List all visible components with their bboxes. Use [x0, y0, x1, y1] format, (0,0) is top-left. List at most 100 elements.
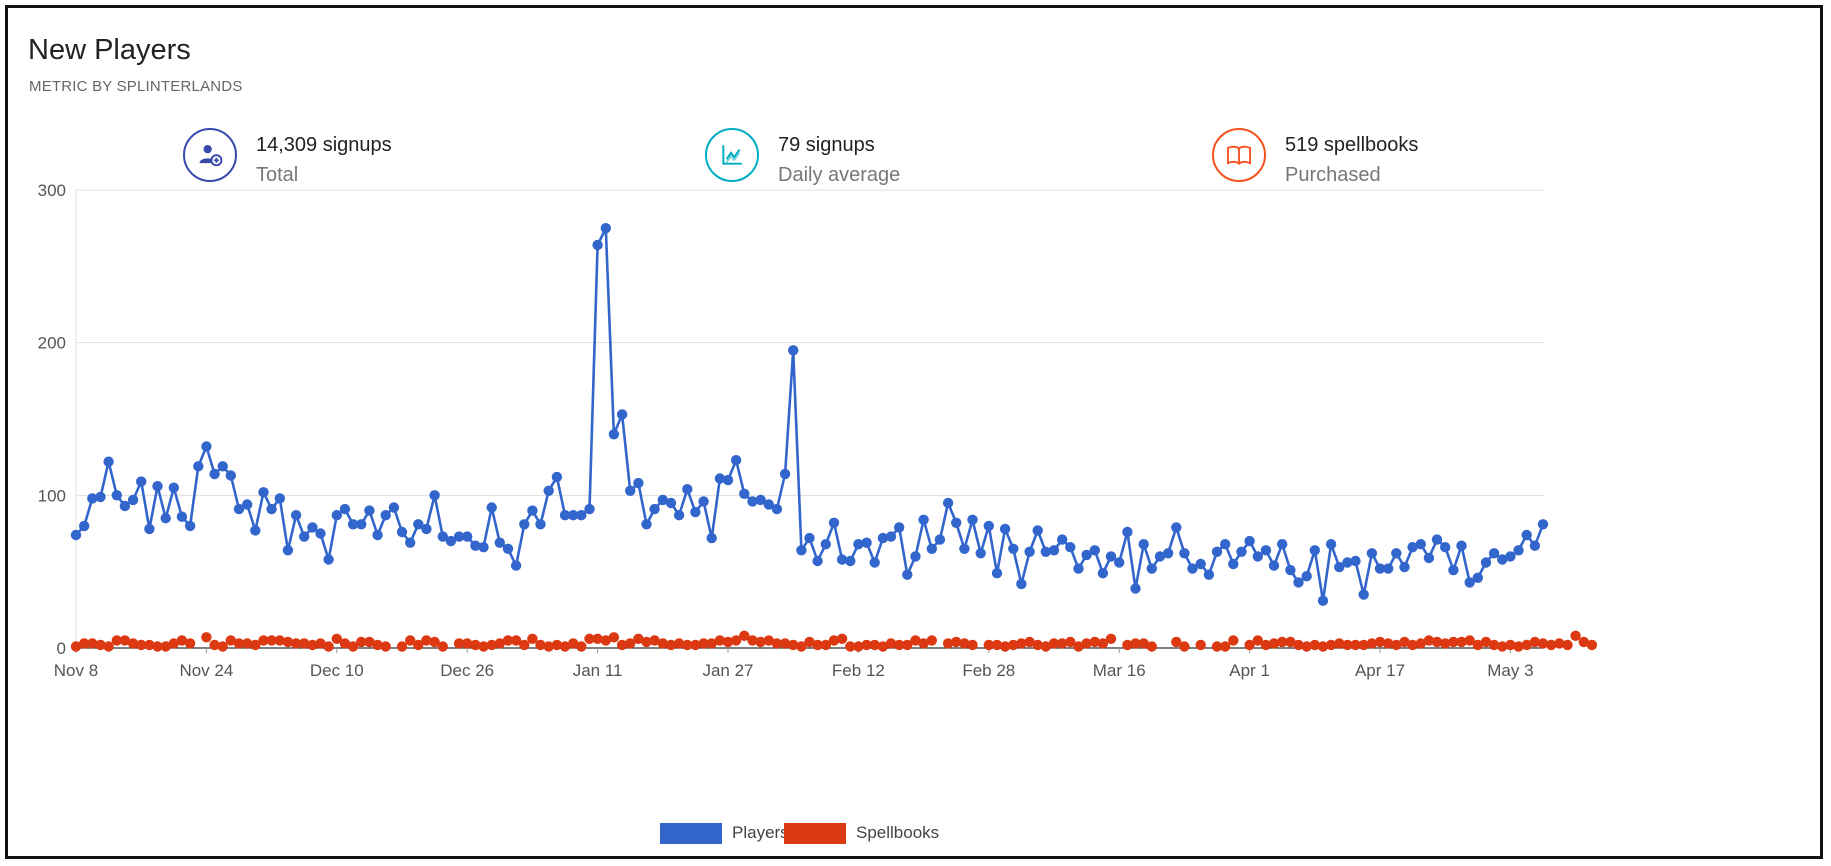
- data-point-spellbooks: [1065, 636, 1076, 648]
- data-point-spellbooks: [209, 639, 220, 651]
- data-point-spellbooks: [396, 641, 408, 652]
- data-point-spellbooks: [1195, 639, 1206, 651]
- data-point-players: [193, 461, 204, 472]
- data-point-players: [1130, 583, 1141, 594]
- data-point-players: [1146, 563, 1158, 574]
- data-point-spellbooks: [1105, 633, 1117, 644]
- data-point-players: [136, 476, 147, 487]
- x-tick-label: Apr 1: [1229, 661, 1270, 680]
- data-point-players: [1513, 545, 1524, 556]
- x-tick-label: Feb 28: [962, 661, 1015, 680]
- data-point-spellbooks: [1179, 641, 1190, 652]
- data-point-spellbooks: [339, 638, 351, 649]
- data-point-spellbooks: [405, 635, 416, 646]
- data-point-players: [665, 497, 677, 509]
- y-tick-label: 0: [57, 639, 66, 658]
- data-point-spellbooks: [739, 630, 750, 641]
- data-point-players: [991, 568, 1003, 579]
- data-point-spellbooks: [453, 638, 465, 649]
- data-point-players: [519, 519, 530, 530]
- data-point-spellbooks: [217, 641, 228, 652]
- data-point-spellbooks: [1260, 639, 1272, 651]
- data-point-players: [836, 554, 848, 565]
- data-point-spellbooks: [1032, 639, 1043, 651]
- data-point-players: [1236, 546, 1247, 557]
- data-point-spellbooks: [861, 639, 872, 651]
- data-point-players: [918, 514, 929, 525]
- data-point-spellbooks: [70, 641, 82, 652]
- page-subtitle: METRIC BY SPLINTERLANDS: [29, 78, 243, 95]
- data-point-spellbooks: [1122, 639, 1133, 651]
- data-point-players: [274, 493, 285, 504]
- data-point-spellbooks: [1285, 636, 1296, 648]
- data-point-players: [739, 488, 750, 499]
- data-point-players: [111, 490, 123, 501]
- data-point-spellbooks: [1472, 639, 1484, 651]
- data-point-players: [1211, 546, 1223, 557]
- data-point-spellbooks: [1497, 641, 1508, 652]
- data-point-spellbooks: [576, 641, 587, 652]
- data-point-spellbooks: [1277, 636, 1288, 648]
- data-point-spellbooks: [1448, 636, 1459, 648]
- data-point-spellbooks: [527, 633, 538, 644]
- data-point-spellbooks: [665, 639, 677, 651]
- data-point-players: [673, 510, 685, 521]
- data-point-spellbooks: [478, 641, 489, 652]
- metric-value: 79 signups: [778, 134, 875, 156]
- x-tick-label: Jan 27: [702, 661, 753, 680]
- data-point-players: [160, 513, 171, 524]
- data-point-spellbooks: [894, 639, 905, 651]
- data-point-spellbooks: [87, 638, 98, 649]
- data-point-players: [1032, 525, 1043, 536]
- data-point-spellbooks: [1325, 639, 1337, 651]
- data-point-players: [1317, 595, 1329, 606]
- data-point-spellbooks: [714, 635, 726, 646]
- data-point-players: [462, 531, 473, 542]
- data-point-spellbooks: [1431, 636, 1443, 648]
- metric-value: 519 spellbooks: [1285, 134, 1419, 156]
- data-point-players: [1252, 551, 1264, 562]
- data-point-players: [1366, 548, 1378, 559]
- data-point-players: [755, 494, 766, 506]
- data-point-players: [1407, 542, 1418, 553]
- data-point-spellbooks: [1529, 636, 1541, 648]
- data-point-spellbooks: [494, 638, 505, 649]
- data-point-spellbooks: [119, 635, 131, 646]
- data-point-players: [470, 540, 481, 551]
- data-point-spellbooks: [690, 639, 701, 651]
- data-point-spellbooks: [274, 635, 285, 646]
- data-point-players: [233, 503, 245, 515]
- data-point-players: [323, 554, 334, 565]
- line-chart: 0 100 200 300 Nov 8 Nov 24 Dec 10 Dec 26 Jan 11…: [38, 181, 1598, 680]
- data-point-players: [1423, 552, 1435, 564]
- data-point-players: [1024, 546, 1035, 557]
- data-point-spellbooks: [282, 636, 294, 648]
- data-point-spellbooks: [168, 638, 179, 649]
- data-point-spellbooks: [1480, 636, 1492, 648]
- data-point-players: [584, 503, 595, 515]
- data-point-spellbooks: [673, 638, 685, 649]
- data-point-players: [641, 519, 652, 530]
- chart-card: New Players METRIC BY SPLINTERLANDS 14,3…: [5, 5, 1823, 859]
- data-point-players: [1016, 578, 1027, 590]
- x-tick-label: Nov 24: [179, 661, 233, 680]
- data-point-spellbooks: [1073, 641, 1084, 652]
- data-point-players: [730, 455, 742, 466]
- data-point-players: [551, 471, 563, 483]
- data-point-players: [1057, 534, 1068, 545]
- data-point-players: [1358, 589, 1369, 600]
- x-tick-label: Feb 12: [832, 661, 885, 680]
- data-point-players: [486, 502, 497, 513]
- user-add-icon: [183, 128, 237, 182]
- data-point-players: [600, 223, 611, 234]
- data-point-players: [70, 529, 82, 541]
- metric-label: Purchased: [1285, 164, 1381, 186]
- data-point-players: [1521, 529, 1532, 541]
- data-point-players: [559, 510, 571, 521]
- data-point-spellbooks: [820, 639, 831, 651]
- data-point-spellbooks: [519, 639, 530, 651]
- data-point-players: [894, 522, 905, 533]
- data-point-spellbooks: [290, 638, 302, 649]
- data-point-spellbooks: [1244, 639, 1255, 651]
- data-point-players: [494, 537, 505, 548]
